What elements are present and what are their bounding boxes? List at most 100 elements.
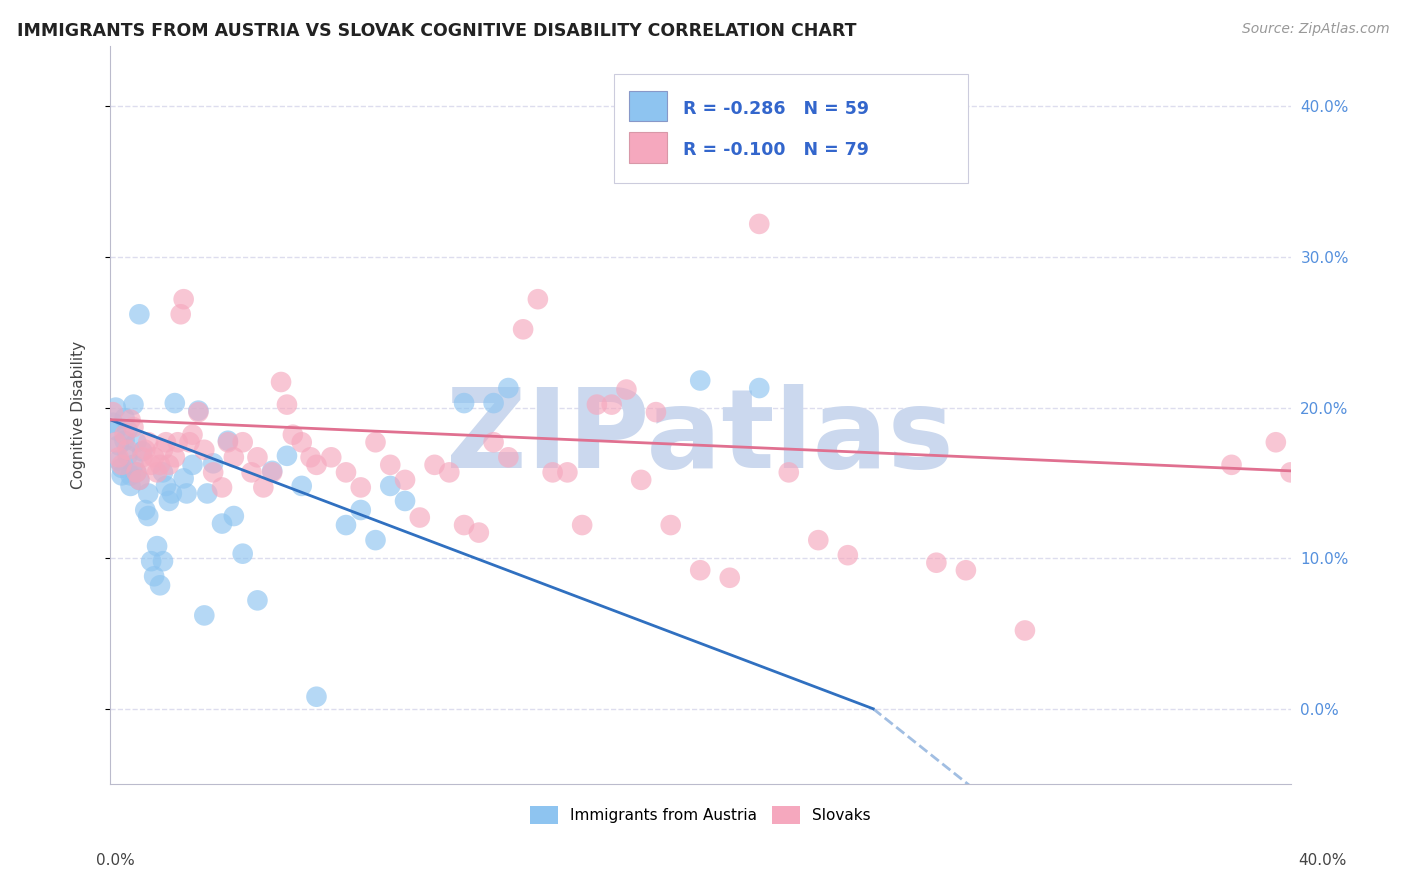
Point: [718, 571, 741, 585]
Point: [187, 405, 209, 419]
Point: [571, 518, 593, 533]
Point: [146, 539, 169, 553]
FancyBboxPatch shape: [614, 73, 969, 183]
Bar: [630, 132, 668, 163]
Point: [117, 449, 139, 463]
Point: [305, 458, 328, 472]
Point: [557, 466, 579, 480]
Point: [193, 442, 215, 457]
Point: [211, 480, 233, 494]
Point: [101, 416, 124, 430]
Point: [101, 405, 124, 419]
Point: [453, 396, 475, 410]
Point: [134, 442, 156, 457]
Point: [163, 396, 186, 410]
Point: [120, 479, 142, 493]
Point: [1264, 435, 1286, 450]
Point: [104, 435, 127, 450]
Point: [270, 375, 292, 389]
Point: [193, 608, 215, 623]
Point: [1220, 458, 1243, 472]
Point: [211, 516, 233, 531]
Point: [107, 438, 129, 452]
Point: [350, 503, 373, 517]
Point: [364, 533, 387, 548]
Point: [291, 479, 314, 493]
Point: [117, 442, 139, 457]
Point: [498, 381, 520, 395]
Point: [136, 486, 159, 500]
Point: [335, 466, 357, 480]
Point: [157, 458, 180, 472]
Point: [152, 466, 174, 480]
Point: [125, 466, 148, 480]
Point: [131, 444, 153, 458]
Point: [394, 473, 416, 487]
Point: [276, 398, 298, 412]
Point: [246, 450, 269, 465]
Text: IMMIGRANTS FROM AUSTRIA VS SLOVAK COGNITIVE DISABILITY CORRELATION CHART: IMMIGRANTS FROM AUSTRIA VS SLOVAK COGNIT…: [17, 22, 856, 40]
Legend: Immigrants from Austria, Slovaks: Immigrants from Austria, Slovaks: [523, 799, 877, 831]
Point: [262, 464, 284, 478]
Point: [394, 494, 416, 508]
Point: [143, 569, 166, 583]
Point: [125, 466, 148, 480]
Point: [131, 450, 153, 465]
Point: [291, 435, 314, 450]
Point: [152, 554, 174, 568]
Point: [217, 435, 239, 450]
Point: [778, 466, 800, 480]
Point: [114, 427, 136, 442]
Point: [232, 435, 254, 450]
Point: [117, 423, 139, 437]
Point: [122, 458, 145, 472]
Point: [240, 466, 263, 480]
Point: [181, 458, 204, 472]
Point: [195, 486, 218, 500]
Text: R = -0.100   N = 79: R = -0.100 N = 79: [682, 141, 869, 159]
Point: [128, 473, 150, 487]
Point: [630, 473, 652, 487]
Point: [512, 322, 534, 336]
Point: [925, 556, 948, 570]
Point: [335, 518, 357, 533]
Point: [136, 435, 159, 450]
Text: 0.0%: 0.0%: [96, 854, 135, 868]
Point: [748, 381, 770, 395]
Point: [645, 405, 668, 419]
Point: [217, 434, 239, 448]
Point: [837, 548, 859, 562]
Point: [222, 509, 245, 524]
Point: [120, 412, 142, 426]
Point: [586, 398, 609, 412]
Point: [173, 292, 195, 306]
Point: [439, 466, 461, 480]
Point: [125, 435, 148, 450]
Point: [252, 480, 274, 494]
Point: [689, 374, 711, 388]
Point: [659, 518, 682, 533]
Point: [143, 450, 166, 465]
Point: [807, 533, 830, 548]
Point: [155, 479, 177, 493]
Point: [114, 411, 136, 425]
Point: [128, 307, 150, 321]
Point: [163, 450, 186, 465]
Point: [107, 450, 129, 465]
Point: [149, 578, 172, 592]
Point: [157, 494, 180, 508]
Text: 40.0%: 40.0%: [1299, 854, 1347, 868]
Point: [202, 466, 225, 480]
Point: [187, 403, 209, 417]
Point: [141, 554, 163, 568]
Point: [276, 449, 298, 463]
Point: [350, 480, 373, 494]
Point: [498, 450, 520, 465]
Point: [299, 450, 322, 465]
Point: [281, 427, 304, 442]
Point: [527, 292, 550, 306]
Point: [107, 453, 129, 467]
Point: [262, 466, 284, 480]
Point: [114, 434, 136, 448]
Point: [748, 217, 770, 231]
